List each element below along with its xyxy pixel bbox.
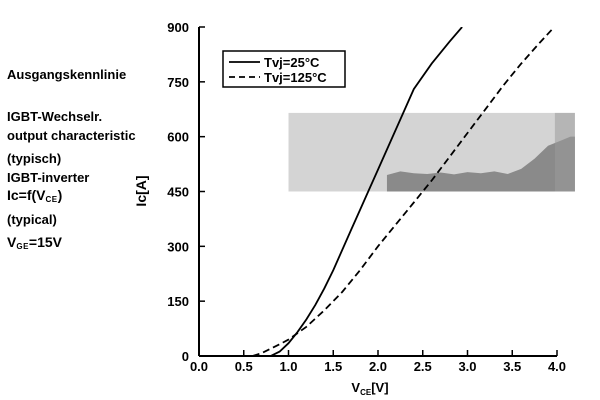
x-tick-label: 0.0 — [190, 359, 208, 374]
y-axis-label: Ic[A] — [133, 175, 149, 206]
formula-ic-sub: CE — [45, 195, 58, 204]
title-english: output characteristic IGBT-inverter (typ… — [7, 101, 136, 255]
title-german-line1: Ausgangskennlinie — [7, 67, 127, 82]
y-tick-label: 900 — [167, 20, 189, 35]
title-english-line1: output characteristic — [7, 128, 136, 143]
formula-ic-prefix: Ic=f(V — [7, 187, 46, 203]
y-tick-label: 600 — [167, 130, 189, 145]
y-tick-label: 750 — [167, 75, 189, 90]
x-tick-label: 2.5 — [414, 359, 432, 374]
x-tick-label: 2.0 — [369, 359, 387, 374]
x-tick-label: 0.5 — [235, 359, 253, 374]
title-english-line3: (typical) — [7, 212, 57, 227]
formula-ic-suffix: ) — [57, 187, 63, 203]
x-tick-label: 4.0 — [548, 359, 566, 374]
title-english-line2: IGBT-inverter — [7, 170, 90, 185]
x-tick-label: 1.0 — [279, 359, 297, 374]
title-german-line3: (typisch) — [7, 151, 62, 166]
formula-ic: Ic=f(VCE) — [7, 188, 62, 207]
overlay-band-edge — [554, 112, 575, 192]
x-tick-label: 3.0 — [458, 359, 476, 374]
formula-block: Ic=f(VCE) VGE=15V — [7, 160, 62, 282]
x-tick-label: 1.5 — [324, 359, 342, 374]
series-line-2 — [252, 27, 555, 356]
formula-vge-suffix: =15V — [28, 234, 62, 250]
legend-label-2: Tvj=125°C — [264, 70, 327, 85]
y-tick-label: 450 — [167, 185, 189, 200]
x-axis-label: VCE[V] — [351, 380, 388, 397]
formula-vge-sub: GE — [16, 242, 29, 251]
formula-vge-prefix: V — [7, 234, 17, 250]
y-tick-label: 0 — [182, 349, 189, 364]
legend-box — [222, 50, 346, 88]
y-tick-label: 300 — [167, 239, 189, 254]
x-tick-label: 3.5 — [503, 359, 521, 374]
title-german: Ausgangskennlinie IGBT-Wechselr. (typisc… — [7, 40, 126, 194]
legend-label-1: Tvj=25°C — [264, 55, 320, 70]
title-german-line2: IGBT-Wechselr. — [7, 109, 103, 124]
y-tick-label: 150 — [167, 294, 189, 309]
formula-vge: VGE=15V — [7, 235, 62, 254]
